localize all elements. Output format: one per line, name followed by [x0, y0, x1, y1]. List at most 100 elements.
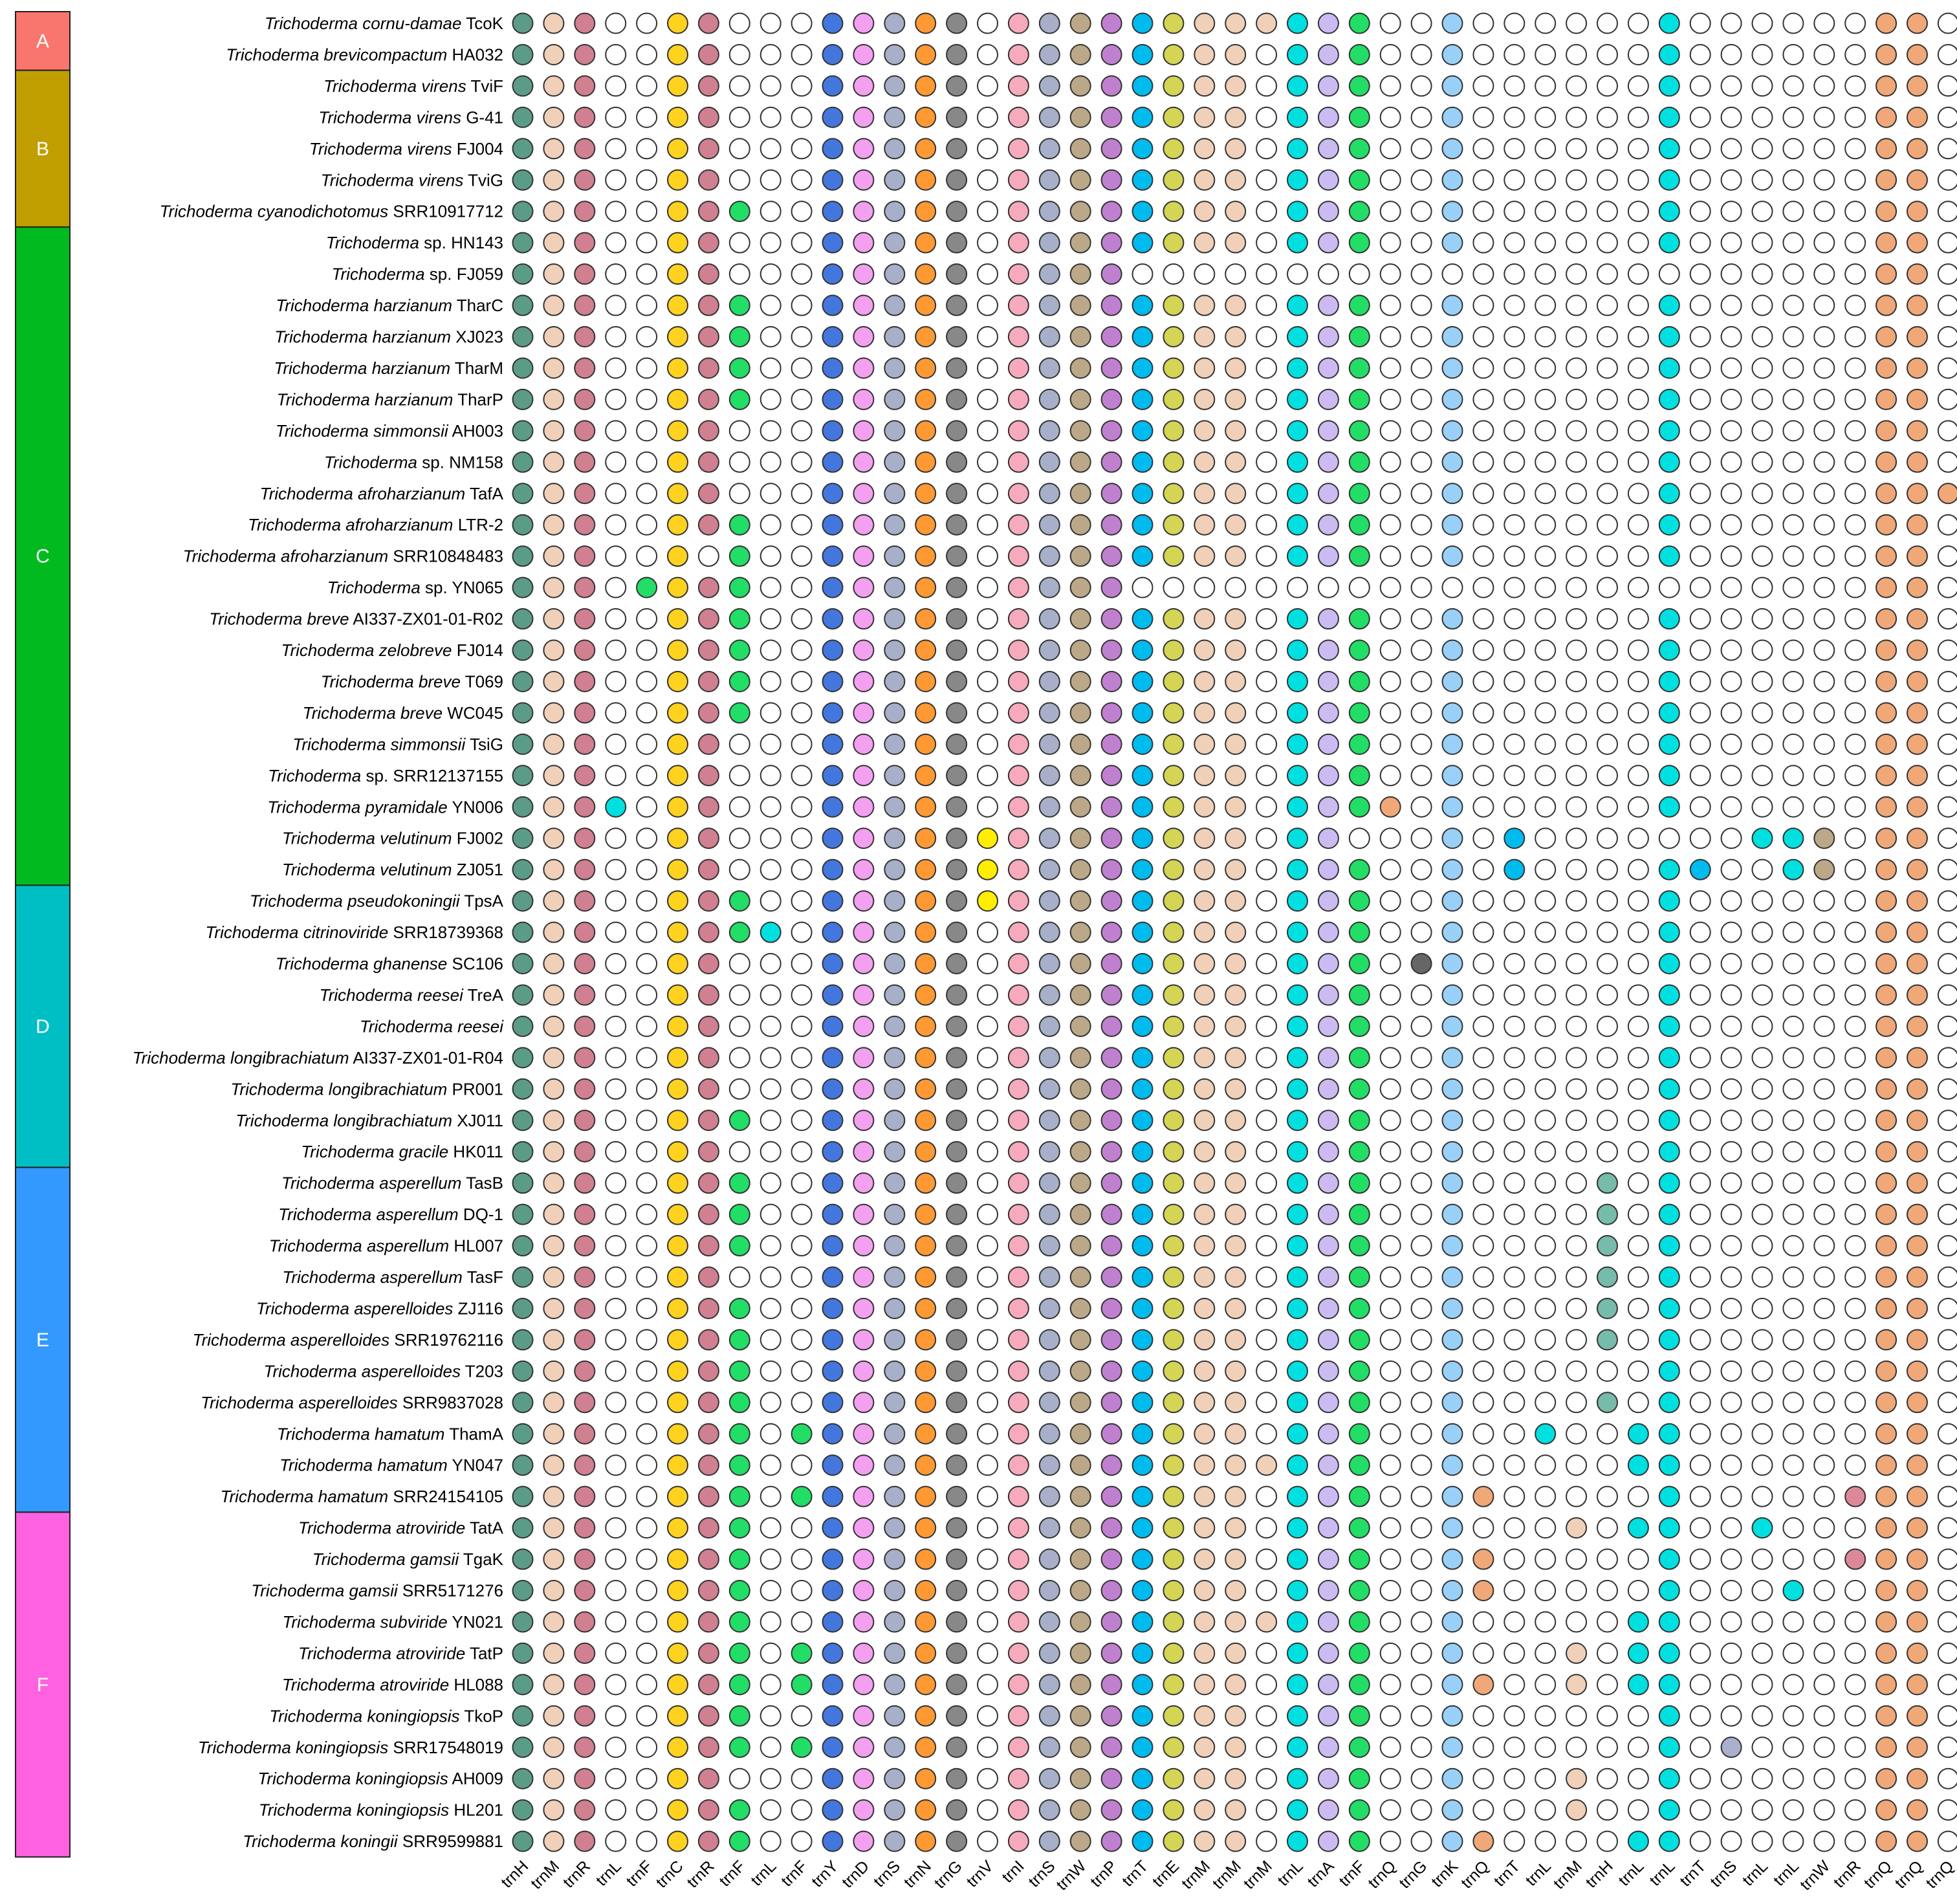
gene-present-dot: [543, 1329, 565, 1351]
gene-absent-dot: [728, 169, 750, 191]
gene-absent-dot: [791, 388, 813, 410]
gene-label: trnQ: [1922, 1857, 1957, 1892]
gene-absent-dot: [1566, 953, 1588, 974]
gene-absent-dot: [1813, 263, 1835, 285]
gene-present-dot: [1100, 796, 1122, 818]
taxon-strain: SRR10848483: [388, 547, 503, 566]
gene-present-dot: [1875, 294, 1897, 316]
gene-present-dot: [1875, 232, 1897, 254]
gene-absent-dot: [1256, 1736, 1278, 1758]
gene-absent-dot: [1689, 1015, 1711, 1037]
gene-present-dot: [946, 1015, 968, 1037]
gene-present-dot: [1317, 1642, 1339, 1664]
gene-present-dot: [791, 1642, 813, 1664]
taxon-genus: Trichoderma: [360, 1016, 453, 1036]
gene-absent-dot: [1720, 1203, 1742, 1225]
clade-label: C: [36, 546, 50, 567]
gene-absent-dot: [1379, 1141, 1401, 1163]
gene-absent-dot: [1751, 859, 1773, 881]
gene-present-dot: [1038, 1172, 1060, 1194]
gene-absent-dot: [1410, 733, 1432, 755]
gene-present-dot: [1348, 921, 1370, 943]
gene-absent-dot: [791, 451, 813, 473]
taxon-strain: HK011: [448, 1142, 503, 1161]
gene-present-dot: [915, 1580, 937, 1601]
gene-absent-dot: [1256, 388, 1278, 410]
gene-present-dot: [822, 43, 844, 65]
gene-present-dot: [946, 1297, 968, 1319]
gene-present-dot: [1907, 451, 1928, 473]
gene-present-dot: [1441, 1015, 1463, 1037]
gene-absent-dot: [1503, 1235, 1525, 1257]
gene-present-dot: [1225, 1078, 1247, 1100]
gene-absent-dot: [1379, 984, 1401, 1006]
gene-present-dot: [1317, 232, 1339, 254]
gene-absent-dot: [1720, 326, 1742, 347]
gene-present-dot: [1132, 420, 1153, 442]
gene-absent-dot: [1937, 388, 1957, 410]
gene-present-dot: [512, 827, 534, 849]
gene-present-dot: [1658, 294, 1680, 316]
gene-present-dot: [1287, 483, 1308, 505]
gene-label: trnS: [1025, 1857, 1058, 1891]
gene-absent-dot: [760, 1517, 782, 1539]
gene-present-dot: [1689, 859, 1711, 881]
gene-present-dot: [946, 75, 968, 97]
gene-absent-dot: [1689, 1360, 1711, 1382]
gene-present-dot: [574, 670, 596, 692]
gene-present-dot: [1225, 1203, 1247, 1225]
gene-label: trnK: [1428, 1857, 1461, 1890]
gene-present-dot: [574, 1485, 596, 1507]
gene-absent-dot: [1627, 43, 1649, 65]
gene-present-dot: [1132, 608, 1153, 630]
gene-absent-dot: [1503, 1548, 1525, 1570]
gene-absent-dot: [1472, 545, 1494, 567]
gene-present-dot: [1163, 138, 1185, 160]
gene-present-dot: [946, 1203, 968, 1225]
gene-absent-dot: [636, 232, 658, 254]
gene-absent-dot: [1566, 169, 1588, 191]
taxon-genus: Trichoderma: [183, 547, 276, 566]
taxon-epithet: brevicompactum: [319, 45, 447, 64]
gene-absent-dot: [1256, 827, 1278, 849]
gene-present-dot: [1194, 201, 1216, 223]
gene-absent-dot: [1256, 420, 1278, 442]
gene-present-dot: [1287, 420, 1308, 442]
gene-absent-dot: [760, 1047, 782, 1069]
gene-absent-dot: [1720, 138, 1742, 160]
gene-present-dot: [1937, 483, 1957, 505]
gene-present-dot: [1658, 639, 1680, 661]
gene-absent-dot: [1503, 702, 1525, 724]
gene-absent-dot: [1751, 1799, 1773, 1821]
gene-present-dot: [1007, 1047, 1029, 1069]
gene-present-dot: [822, 702, 844, 724]
gene-absent-dot: [760, 1141, 782, 1163]
gene-absent-dot: [1844, 1736, 1866, 1758]
gene-present-dot: [697, 1517, 719, 1539]
gene-present-dot: [667, 1705, 688, 1727]
gene-present-dot: [1038, 483, 1060, 505]
gene-absent-dot: [1503, 1047, 1525, 1069]
gene-present-dot: [1038, 608, 1060, 630]
gene-present-dot: [1441, 859, 1463, 881]
gene-present-dot: [1163, 1235, 1185, 1257]
gene-present-dot: [946, 201, 968, 223]
gene-absent-dot: [1937, 890, 1957, 912]
gene-absent-dot: [605, 138, 627, 160]
gene-absent-dot: [1751, 169, 1773, 191]
gene-present-dot: [1194, 1078, 1216, 1100]
gene-present-dot: [1007, 1266, 1029, 1288]
gene-present-dot: [728, 1203, 750, 1225]
taxon-strain: FJ059: [452, 265, 504, 284]
gene-present-dot: [543, 232, 565, 254]
gene-absent-dot: [636, 263, 658, 285]
gene-present-dot: [1317, 1078, 1339, 1100]
gene-absent-dot: [605, 1454, 627, 1476]
gene-present-dot: [1069, 1015, 1091, 1037]
gene-present-dot: [1348, 1517, 1370, 1539]
gene-present-dot: [1069, 1642, 1091, 1664]
gene-label: trnM: [1178, 1857, 1214, 1893]
gene-absent-dot: [1937, 1392, 1957, 1414]
gene-present-dot: [1132, 75, 1153, 97]
gene-absent-dot: [1597, 1110, 1618, 1132]
